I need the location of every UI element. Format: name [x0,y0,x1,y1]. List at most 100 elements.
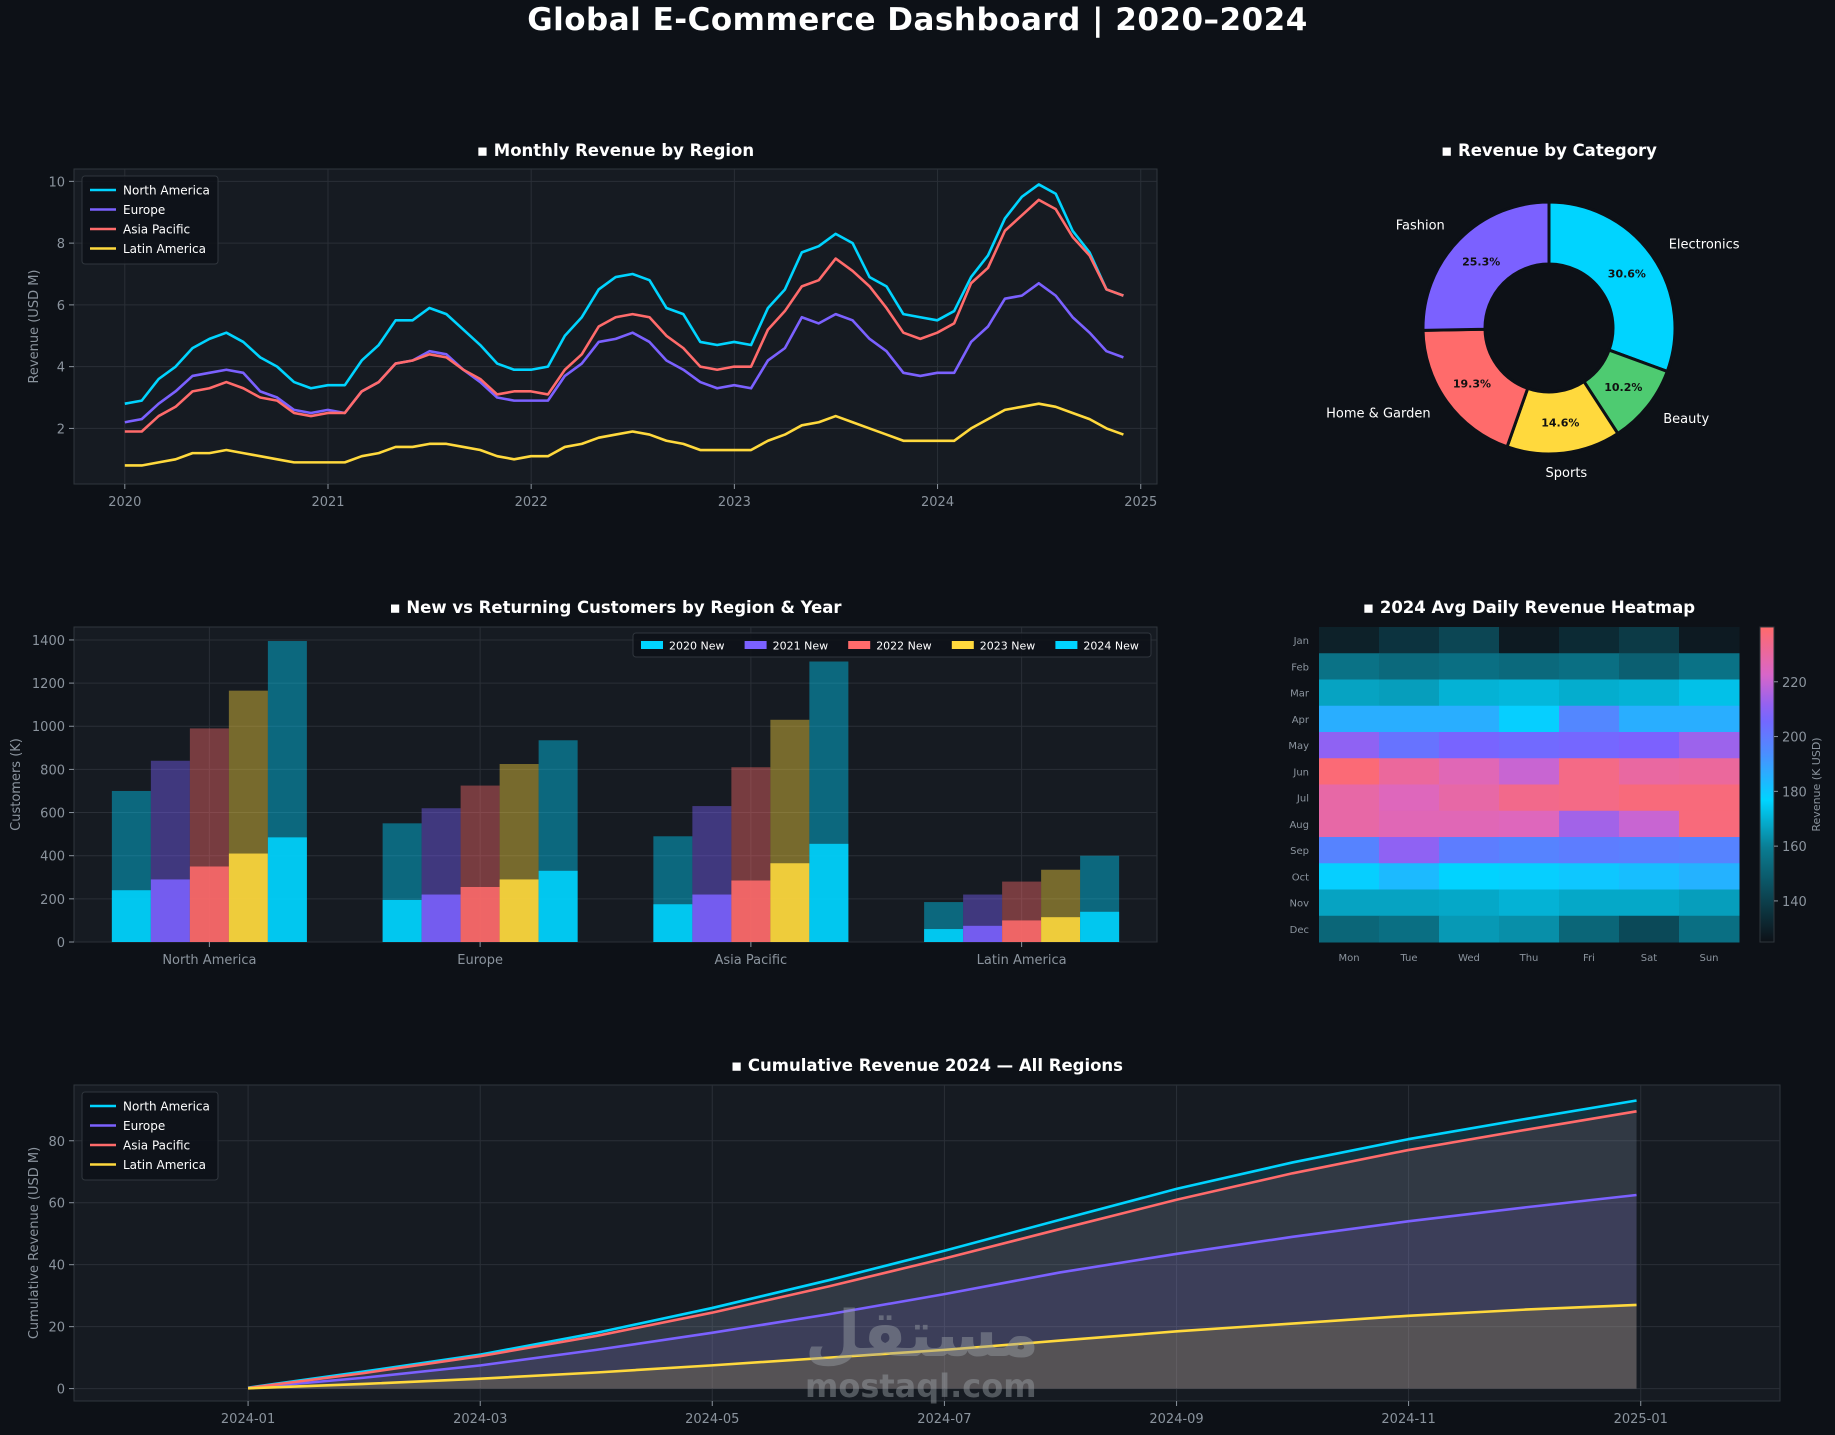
heatmap-cell [1379,915,1440,943]
heatmap-row-label: Sep [1290,846,1309,857]
heatmap-cell [1559,758,1620,785]
heatmap-cell [1499,889,1560,917]
heatmap-cell [1679,679,1740,707]
heatmap-cell [1379,627,1440,654]
legend-swatch-1 [744,641,767,649]
heatmap-cell [1379,732,1440,759]
customers-y-tick-label: 0 [57,936,65,951]
donut-slice-4 [1421,200,1551,332]
cumulative-area-3 [248,1304,1637,1389]
customers-bar-new-2 [189,866,229,942]
monthly-y-tick-label: 10 [48,175,65,190]
customers-bar-new-1 [421,894,461,942]
heatmap-column-label: Thu [1519,953,1539,964]
heatmap-cell [1379,810,1440,838]
monthly-x-tick-label: 2024 [921,495,954,510]
heatmap-cell [1619,863,1680,890]
heatmap-cell [1319,705,1380,733]
page-title: Global E-Commerce Dashboard | 2020–2024 [527,2,1308,38]
legend-label-1: Europe [123,203,165,217]
heatmap-column-label: Sat [1641,953,1657,964]
cumulative-x-tick-label: 2024-03 [453,1412,507,1427]
heatmap-cell [1619,705,1680,733]
legend-label-2: 2022 New [876,640,931,653]
legend-label-2: Asia Pacific [123,223,190,237]
customers-y-tick-label: 600 [40,807,65,822]
monthly-plot-area [73,168,1158,485]
customers-chart-title: ▪ New vs Returning Customers by Region &… [389,598,842,617]
heatmap-cell [1559,915,1620,943]
monthly-x-tick-label: 2023 [718,495,751,510]
heatmap-cell [1319,915,1380,943]
heatmap-cell [1379,653,1440,680]
donut-percent-label-4: 25.3% [1462,255,1500,268]
heatmap-cell [1619,889,1680,917]
customers-bar-new-4 [267,837,307,942]
monthly-y-axis-label: Revenue (USD M) [27,269,42,383]
heatmap-row-label: Apr [1292,715,1310,726]
heatmap-cell [1679,915,1740,943]
customers-y-tick-label: 1000 [32,720,65,735]
donut-slice-3 [1421,327,1530,449]
heatmap-cell [1439,784,1500,812]
legend-label-4: 2024 New [1083,640,1138,653]
heatmap-cell [1559,732,1620,759]
customers-y-tick-label: 200 [40,893,65,908]
heatmap-cell [1439,758,1500,785]
cumulative-legend: North America Europe Asia Pacific Latin Ame… [81,1091,219,1181]
donut-category-label-0: Electronics [1669,237,1740,252]
heatmap-row-label: May [1288,741,1309,752]
cumulative-y-tick-label: 20 [48,1321,65,1336]
customers-bar-new-0 [653,904,693,942]
heatmap-cell [1679,863,1740,890]
customers-category-label: North America [162,953,256,968]
heatmap-row-label: Jul [1296,794,1309,805]
monthly-series-line-3 [124,402,1124,467]
legend-label-0: North America [123,184,210,198]
heatmap-row-label: Mar [1290,689,1310,700]
heatmap-cell [1319,627,1380,654]
heatmap-cell [1379,837,1440,864]
colorbar-tick-label: 160 [1782,840,1807,855]
customers-y-axis-label: Customers (K) [9,738,24,831]
monthly-y-tick-label: 2 [57,422,65,437]
customers-legend: 2020 New 2021 New 2022 New 2023 New 2024 New [632,632,1152,658]
heatmap-cell [1619,758,1680,785]
heatmap-cell [1319,784,1380,812]
heatmap-cell [1619,732,1680,759]
watermark-arabic: مستقل [805,1298,1040,1372]
heatmap-cell [1319,758,1380,785]
customers-bar-new-1 [150,879,190,942]
heatmap-cell [1379,758,1440,785]
legend-box [81,1091,219,1181]
heatmap-cell [1499,627,1560,654]
customers-bar-new-0 [111,890,151,942]
heatmap-cell [1439,863,1500,890]
heatmap-cell [1619,810,1680,838]
heatmap-cell [1379,863,1440,890]
cumulative-series-line-1 [247,1193,1637,1390]
heatmap-cell [1319,863,1380,890]
donut-percent-label-2: 14.6% [1541,416,1579,429]
heatmap-chart-title: ▪ 2024 Avg Daily Revenue Heatmap [1363,598,1695,617]
cumulative-x-tick-label: 2024-07 [917,1412,971,1427]
heatmap-cell [1499,810,1560,838]
heatmap-cell [1559,705,1620,733]
colorbar-label: Revenue (K USD) [1810,737,1823,831]
cumulative-y-axis-label: Cumulative Revenue (USD M) [27,1147,42,1339]
heatmap-row-label: Oct [1292,872,1309,883]
customers-bar-new-0 [924,929,964,942]
heatmap-cell [1559,810,1620,838]
heatmap-cell [1319,889,1380,917]
heatmap-cell [1439,679,1500,707]
heatmap-column-label: Wed [1458,953,1480,964]
colorbar-tick-label: 220 [1782,676,1807,691]
cumulative-x-tick-label: 2024-01 [221,1412,275,1427]
cumulative-area-0 [248,1100,1637,1389]
heatmap-cell [1679,758,1740,785]
legend-swatch-3 [951,641,974,649]
cumulative-y-tick-label: 40 [48,1259,65,1274]
customers-bar-new-2 [1002,920,1042,942]
cumulative-x-tick-label: 2024-09 [1149,1412,1203,1427]
donut-category-label-3: Home & Garden [1326,406,1430,421]
